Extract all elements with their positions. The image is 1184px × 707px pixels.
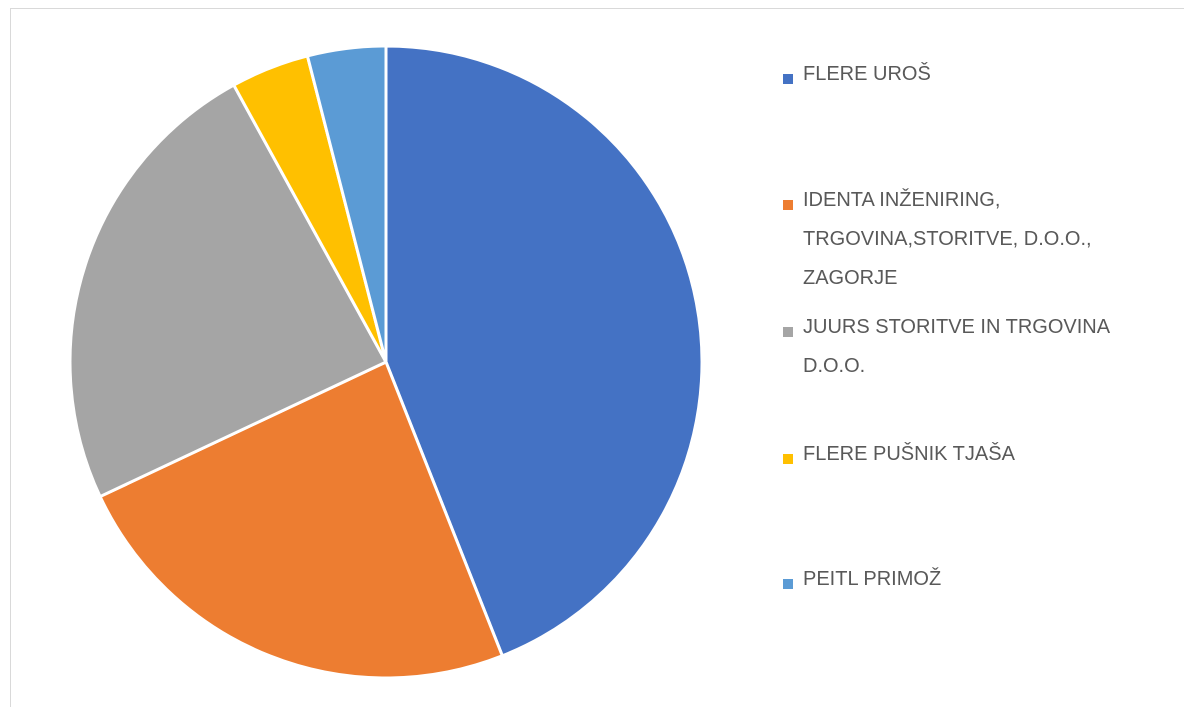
legend-label: FLERE PUŠNIK TJAŠA <box>803 443 1015 465</box>
legend-item: JUURS STORITVE IN TRGOVINA D.O.O. <box>783 316 1163 386</box>
legend-swatch <box>783 327 793 337</box>
legend-swatch <box>783 579 793 589</box>
legend-label: FLERE UROŠ <box>803 63 931 85</box>
pie-slice <box>68 83 388 499</box>
pie-slice <box>305 44 388 364</box>
legend-item: FLERE PUŠNIK TJAŠA <box>783 443 1163 474</box>
pie-slice <box>384 44 704 658</box>
legend-swatch <box>783 454 793 464</box>
chart-frame <box>10 8 1184 707</box>
legend-swatch <box>783 74 793 84</box>
legend-item: IDENTA INŽENIRING, TRGOVINA,STORITVE, D.… <box>783 189 1163 298</box>
legend-label: IDENTA INŽENIRING, TRGOVINA,STORITVE, D.… <box>803 189 1092 289</box>
legend-label: JUURS STORITVE IN TRGOVINA D.O.O. <box>803 316 1109 377</box>
legend-swatch <box>783 200 793 210</box>
legend-item: PEITL PRIMOŽ <box>783 568 1163 599</box>
legend-item: FLERE UROŠ <box>783 63 1163 94</box>
pie <box>68 44 704 680</box>
pie-slice <box>98 360 504 680</box>
legend-label: PEITL PRIMOŽ <box>803 568 942 590</box>
